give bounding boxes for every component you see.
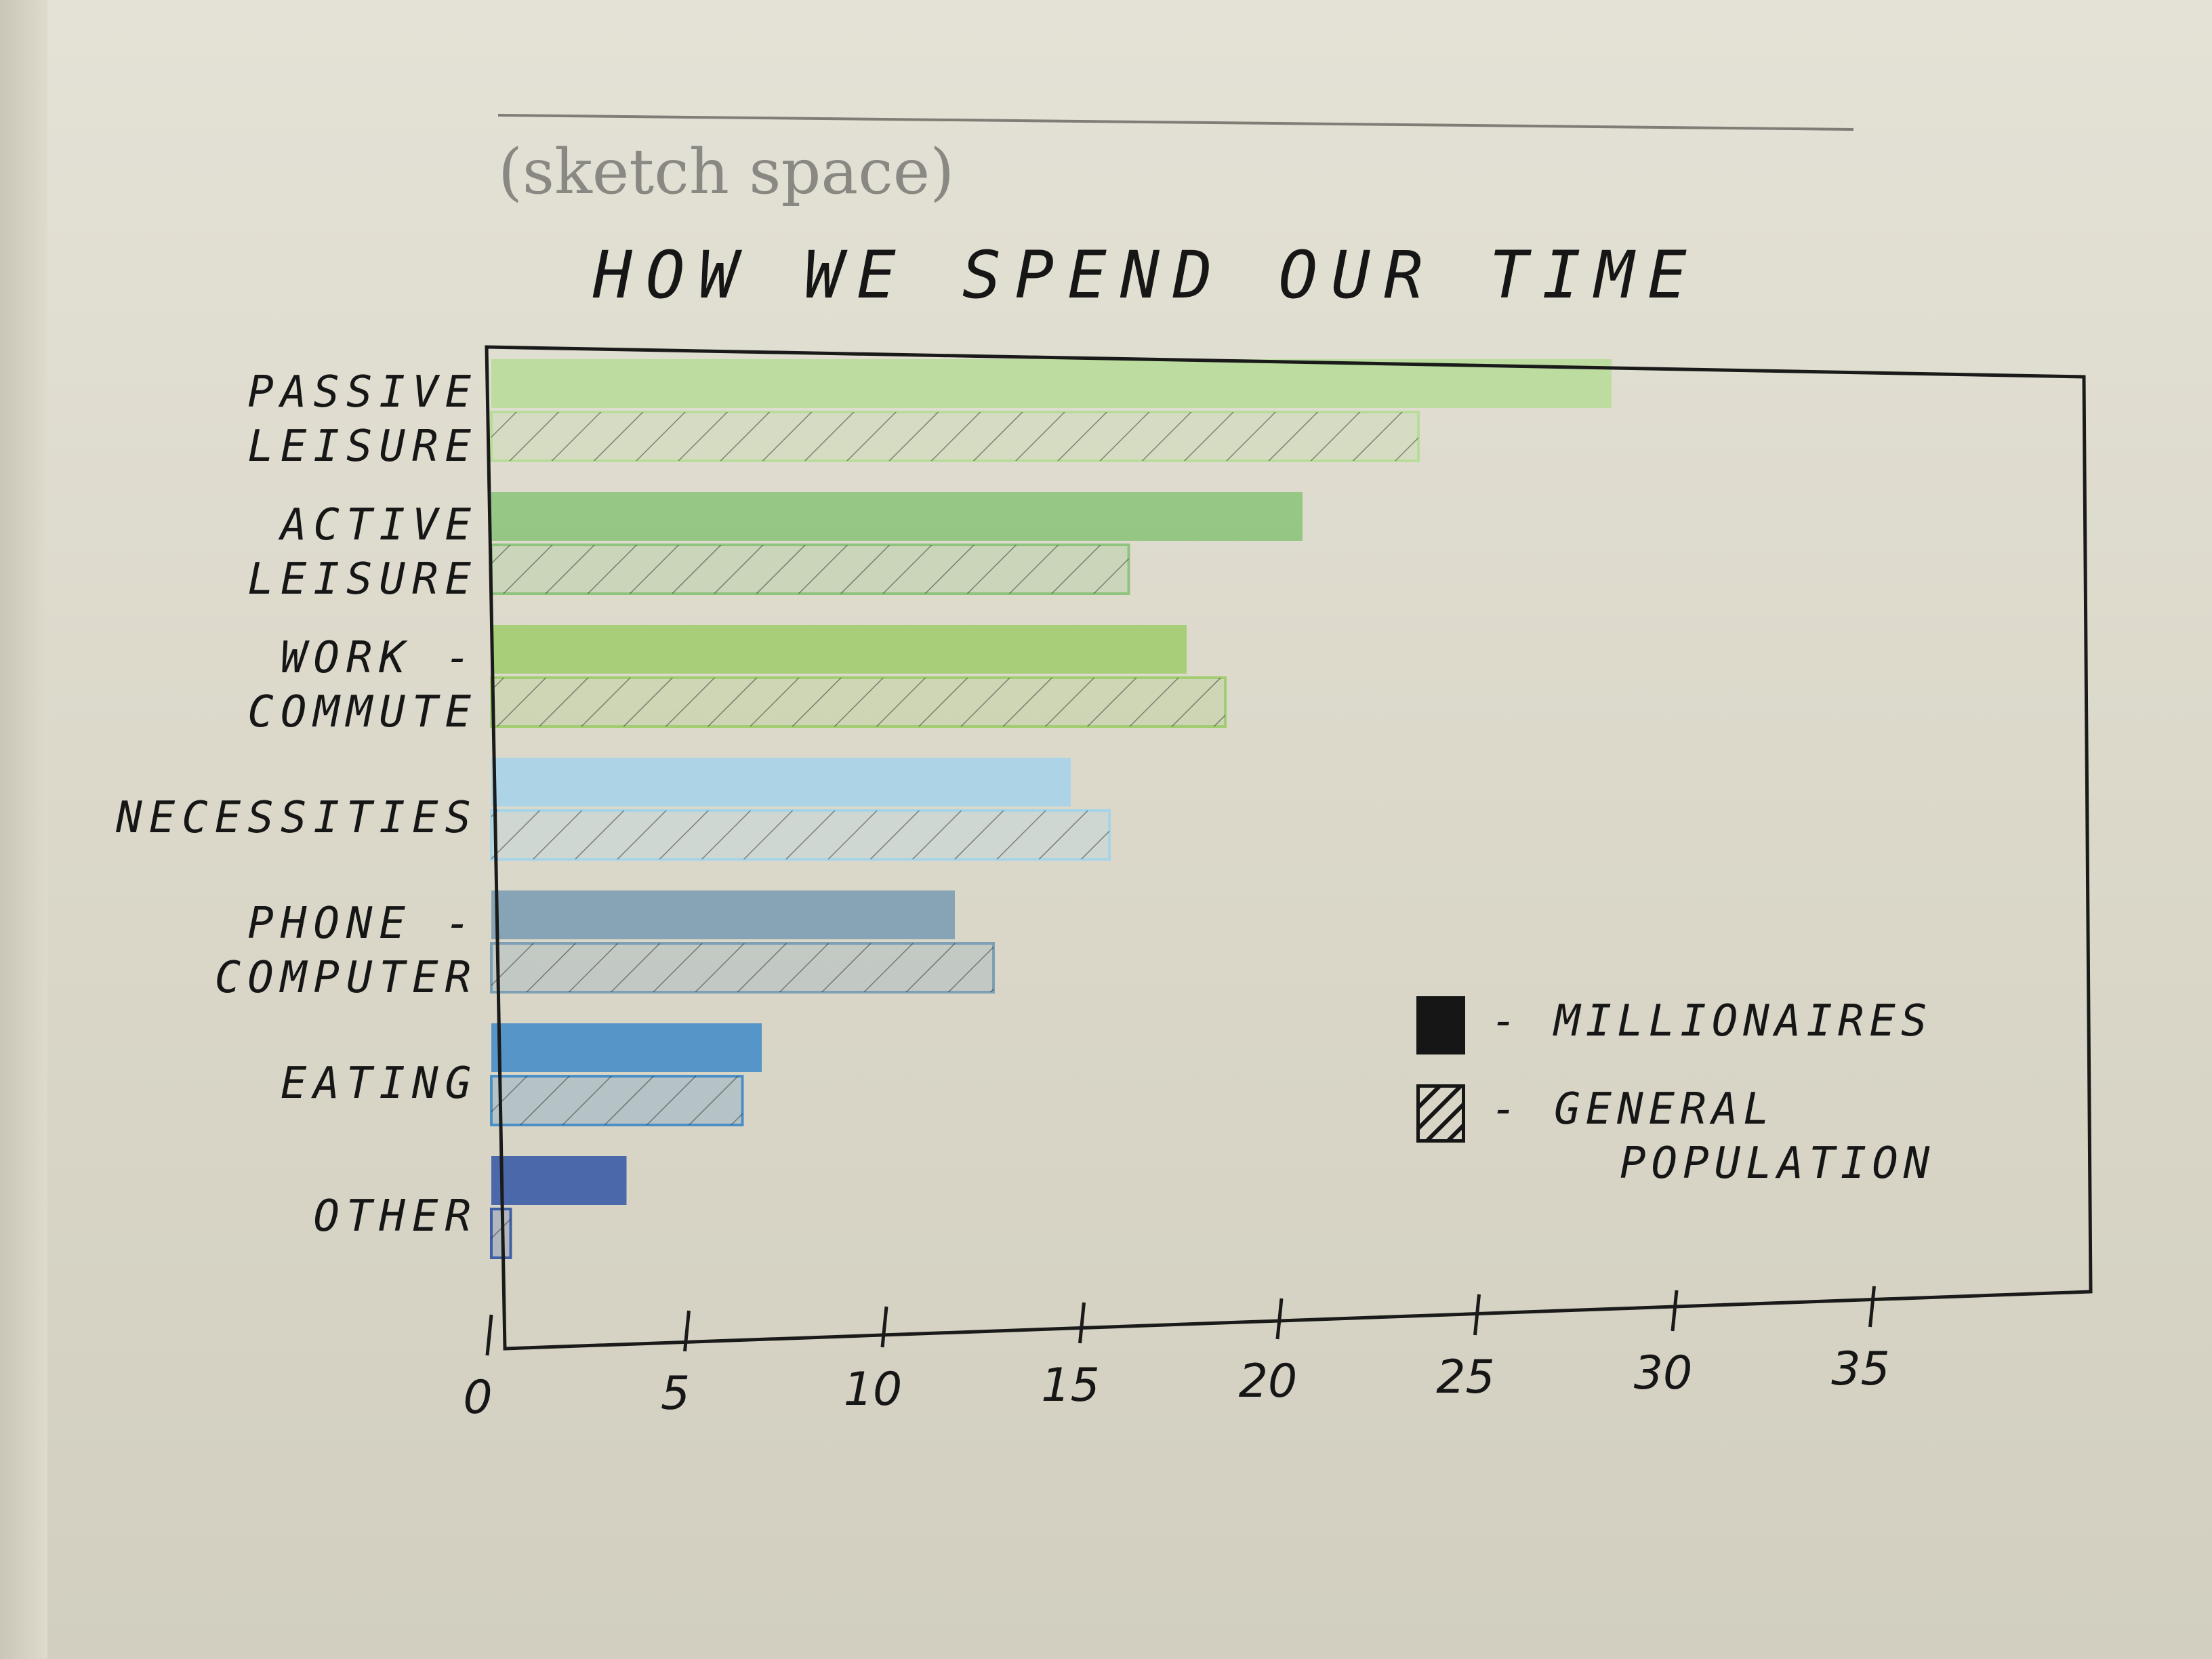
x-tick-mark <box>1868 1286 1876 1328</box>
bar-general-population-hatch <box>491 678 1225 726</box>
bar-general-population-hatch <box>491 943 994 992</box>
x-tick-label: 35 <box>1831 1343 1890 1396</box>
category-label: OTHER <box>313 1191 478 1242</box>
x-tick-mark <box>1275 1298 1284 1340</box>
bar-general-population-hatch <box>491 545 1129 594</box>
bar-millionaires <box>491 625 1187 674</box>
x-tick-label: 15 <box>1041 1359 1100 1412</box>
bar-millionaires <box>491 758 1071 806</box>
x-tick-label: 5 <box>661 1367 690 1420</box>
category-label: EATING <box>281 1059 478 1109</box>
legend-swatch-hatched <box>1416 1084 1465 1143</box>
category-label: NECESSITIES <box>115 793 478 843</box>
bar-general-population <box>490 411 1420 462</box>
legend-item-millionaires: - MILLIONAIRES <box>1416 996 1992 1064</box>
chart-title: HOW WE SPEND OUR TIME <box>593 237 1700 313</box>
x-tick-mark <box>485 1314 493 1356</box>
plot-frame <box>485 345 2093 1351</box>
bar-general-population <box>490 1075 744 1126</box>
x-tick-label: 20 <box>1239 1355 1298 1408</box>
legend-label-population: POPULATION <box>1620 1139 1936 1189</box>
chart-legend: - MILLIONAIRES - GENERAL POPULATION <box>1416 983 1992 1200</box>
bar-general-population <box>490 942 995 994</box>
category-label: COMPUTER <box>215 953 478 1003</box>
bar-millionaires <box>491 492 1303 541</box>
x-tick-mark <box>1078 1302 1086 1344</box>
x-tick-mark <box>1671 1290 1679 1332</box>
legend-label-millionaires: - MILLIONAIRES <box>1491 996 1933 1046</box>
category-label: PHONE - <box>247 899 478 949</box>
bar-millionaires <box>491 359 1612 408</box>
legend-swatch-solid <box>1416 996 1465 1054</box>
bar-general-population <box>490 809 1111 861</box>
bar-general-population <box>490 544 1130 595</box>
x-tick-mark <box>683 1310 691 1352</box>
category-label: LEISURE <box>247 554 478 605</box>
x-tick-label: 0 <box>463 1371 492 1425</box>
bar-millionaires <box>491 1156 627 1205</box>
category-label: ACTIVE <box>278 500 478 550</box>
legend-label-general: - GENERAL <box>1491 1084 1775 1134</box>
category-label: COMMUTE <box>247 687 478 737</box>
x-tick-label: 10 <box>844 1363 903 1416</box>
x-tick-label: 25 <box>1436 1351 1495 1404</box>
x-tick-label: 30 <box>1634 1347 1693 1400</box>
x-tick-mark <box>1473 1294 1481 1336</box>
category-label: WORK - <box>281 633 478 683</box>
bar-general-population-hatch <box>491 811 1109 859</box>
category-label: PASSIVE <box>247 367 478 417</box>
legend-item-general-population: - GENERAL POPULATION <box>1416 1084 1992 1200</box>
bar-general-population <box>490 676 1227 728</box>
sketch-space-heading: (sketch space) <box>498 136 955 208</box>
page-fold <box>0 0 47 1659</box>
x-tick-mark <box>880 1306 888 1348</box>
category-label: LEISURE <box>247 422 478 472</box>
bar-millionaires <box>491 890 955 939</box>
bar-general-population-hatch <box>491 412 1418 461</box>
bar-millionaires <box>491 1023 762 1072</box>
bar-general-population-hatch <box>491 1076 743 1125</box>
